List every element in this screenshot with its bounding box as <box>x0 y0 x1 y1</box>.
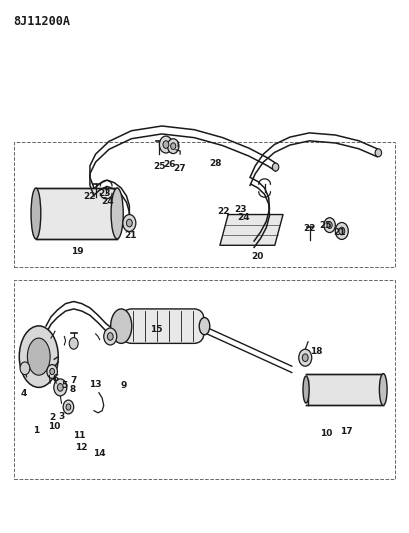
Circle shape <box>302 354 308 361</box>
Circle shape <box>69 337 78 349</box>
Circle shape <box>57 384 63 391</box>
Ellipse shape <box>199 318 210 335</box>
Text: 26: 26 <box>164 160 176 169</box>
Text: 22: 22 <box>218 207 230 216</box>
Text: 3: 3 <box>58 411 65 421</box>
Circle shape <box>160 136 173 153</box>
Circle shape <box>327 222 332 229</box>
Circle shape <box>299 349 312 366</box>
Circle shape <box>50 368 54 375</box>
Text: 19: 19 <box>72 247 84 256</box>
Ellipse shape <box>31 188 41 239</box>
Text: 24: 24 <box>101 197 114 206</box>
Text: 13: 13 <box>90 379 102 389</box>
Text: 10: 10 <box>48 422 61 431</box>
Polygon shape <box>220 215 283 245</box>
Text: 18: 18 <box>310 347 322 356</box>
Circle shape <box>126 219 132 227</box>
Ellipse shape <box>27 338 50 375</box>
Circle shape <box>47 365 57 378</box>
Circle shape <box>20 362 30 375</box>
Text: 12: 12 <box>75 443 88 453</box>
Circle shape <box>63 400 74 414</box>
Text: 8J11200A: 8J11200A <box>13 14 71 28</box>
Text: 22: 22 <box>303 224 316 233</box>
FancyBboxPatch shape <box>121 309 204 343</box>
Text: 23: 23 <box>99 189 111 198</box>
Text: 2: 2 <box>49 413 55 422</box>
Circle shape <box>339 227 345 235</box>
Text: 24: 24 <box>237 213 249 222</box>
Text: 8: 8 <box>70 385 76 394</box>
Text: 22: 22 <box>84 192 96 201</box>
Circle shape <box>123 215 136 231</box>
Circle shape <box>163 141 169 148</box>
Circle shape <box>54 379 67 396</box>
Text: 17: 17 <box>339 427 352 437</box>
Text: 25: 25 <box>153 163 165 171</box>
Ellipse shape <box>375 149 382 157</box>
Text: 28: 28 <box>210 159 222 167</box>
Circle shape <box>104 328 117 345</box>
Text: 9: 9 <box>120 381 126 390</box>
Ellipse shape <box>272 163 279 171</box>
FancyBboxPatch shape <box>36 188 117 239</box>
Text: 25: 25 <box>319 221 332 230</box>
Text: 14: 14 <box>93 449 106 458</box>
Circle shape <box>324 217 335 232</box>
Circle shape <box>66 404 71 410</box>
FancyBboxPatch shape <box>306 374 383 406</box>
Ellipse shape <box>19 326 58 387</box>
Text: 15: 15 <box>151 325 163 334</box>
Circle shape <box>335 222 348 239</box>
Ellipse shape <box>303 376 309 403</box>
Text: 6: 6 <box>52 374 58 383</box>
Text: 23: 23 <box>234 205 247 214</box>
Ellipse shape <box>111 188 123 239</box>
Text: 1: 1 <box>33 426 39 435</box>
Ellipse shape <box>380 374 387 406</box>
Circle shape <box>168 139 179 154</box>
Text: 4: 4 <box>20 389 27 398</box>
Text: 10: 10 <box>320 429 333 438</box>
Ellipse shape <box>111 309 132 343</box>
Text: 11: 11 <box>73 431 85 440</box>
Text: 27: 27 <box>173 164 186 173</box>
Text: 21: 21 <box>333 228 346 237</box>
Text: 7: 7 <box>70 376 77 385</box>
Text: 5: 5 <box>61 381 67 390</box>
Text: 21: 21 <box>124 231 137 240</box>
Circle shape <box>107 333 113 340</box>
Text: 20: 20 <box>251 253 263 262</box>
Circle shape <box>171 143 176 149</box>
